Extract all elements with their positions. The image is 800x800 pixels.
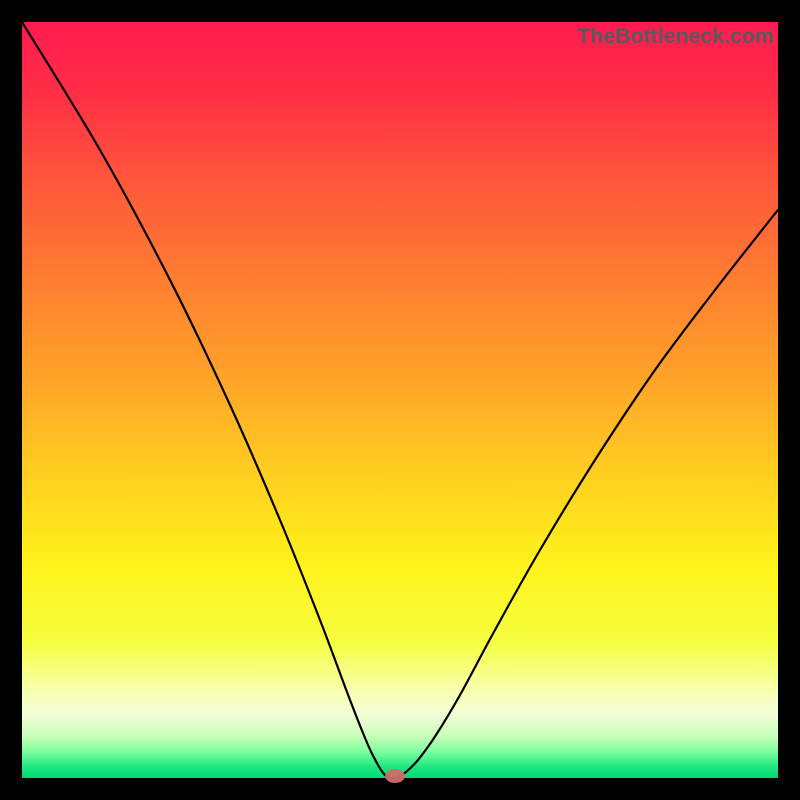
optimal-point-marker (385, 769, 405, 783)
optimal-marker-layer (0, 0, 800, 800)
bottleneck-chart: TheBottleneck.com (0, 0, 800, 800)
watermark-text: TheBottleneck.com (577, 24, 774, 49)
